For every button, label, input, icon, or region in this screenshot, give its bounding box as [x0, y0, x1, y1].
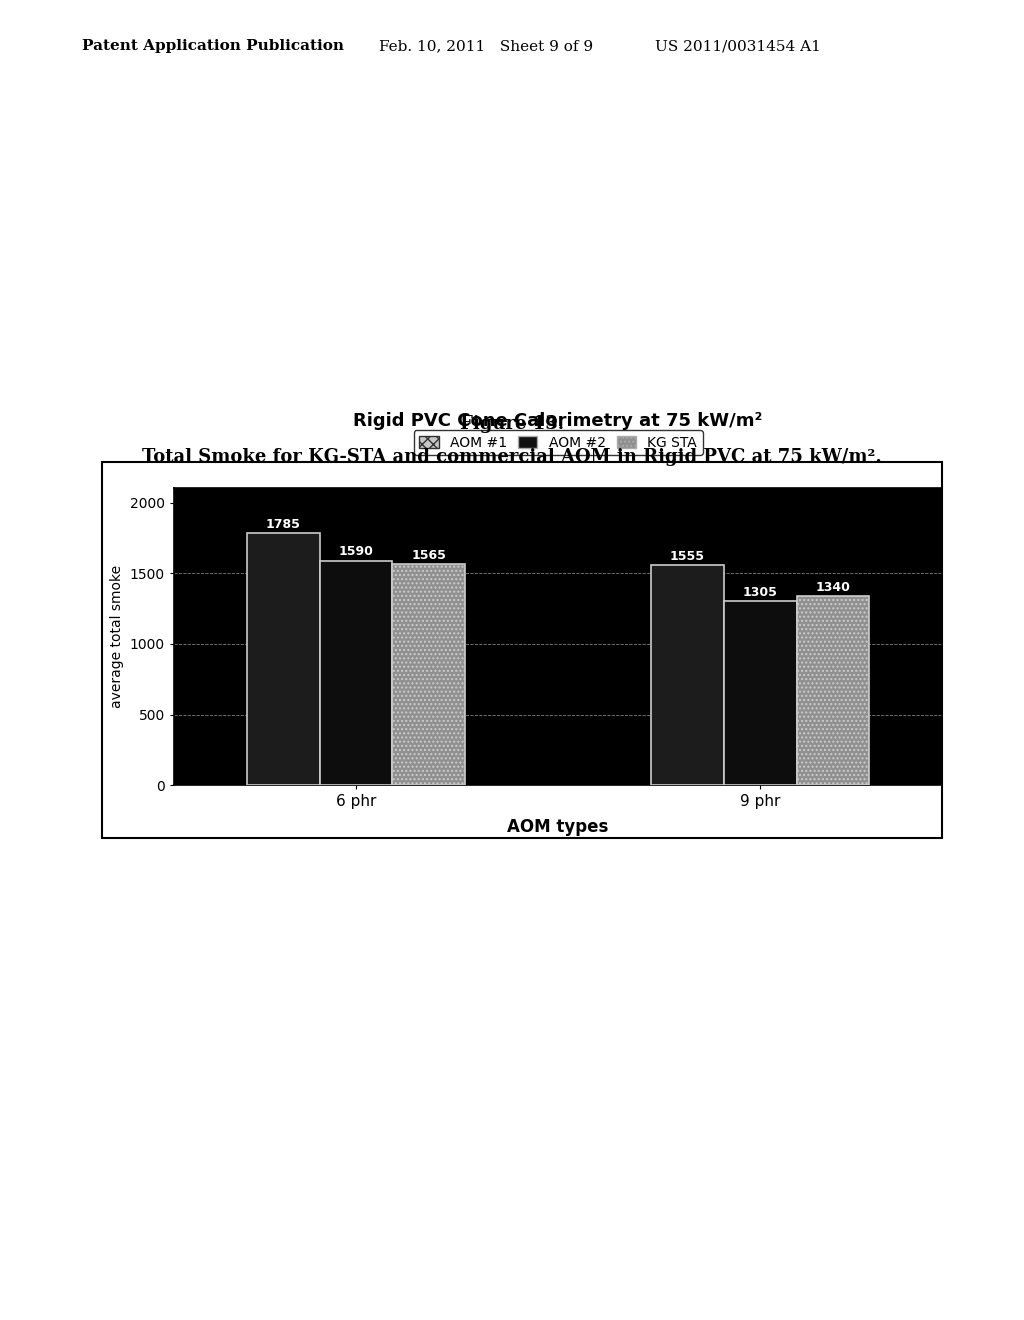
Text: 1785: 1785 [266, 517, 301, 531]
Text: Feb. 10, 2011   Sheet 9 of 9: Feb. 10, 2011 Sheet 9 of 9 [379, 40, 593, 53]
Y-axis label: average total smoke: average total smoke [111, 565, 124, 709]
Title: Rigid PVC Cone Calorimetry at 75 kW/m²: Rigid PVC Cone Calorimetry at 75 kW/m² [353, 412, 763, 430]
Bar [319, 561, 392, 785]
Text: 1565: 1565 [412, 549, 446, 562]
Text: 1305: 1305 [742, 586, 777, 599]
Text: 1340: 1340 [815, 581, 850, 594]
Bar [392, 564, 465, 785]
Text: US 2011/0031454 A1: US 2011/0031454 A1 [655, 40, 821, 53]
Bar [651, 565, 724, 785]
Bar [247, 533, 319, 785]
Text: Patent Application Publication: Patent Application Publication [82, 40, 344, 53]
Bar [724, 601, 797, 785]
X-axis label: AOM types: AOM types [508, 818, 608, 836]
Legend: AOM #1, AOM #2, KG STA: AOM #1, AOM #2, KG STA [414, 430, 702, 455]
Text: 1590: 1590 [339, 545, 374, 558]
Text: Total Smoke for KG-STA and commercial AOM in Rigid PVC at 75 kW/m².: Total Smoke for KG-STA and commercial AO… [142, 447, 882, 466]
Text: 1555: 1555 [670, 550, 705, 564]
Text: Figure 13.: Figure 13. [460, 414, 564, 433]
Bar [797, 595, 869, 785]
